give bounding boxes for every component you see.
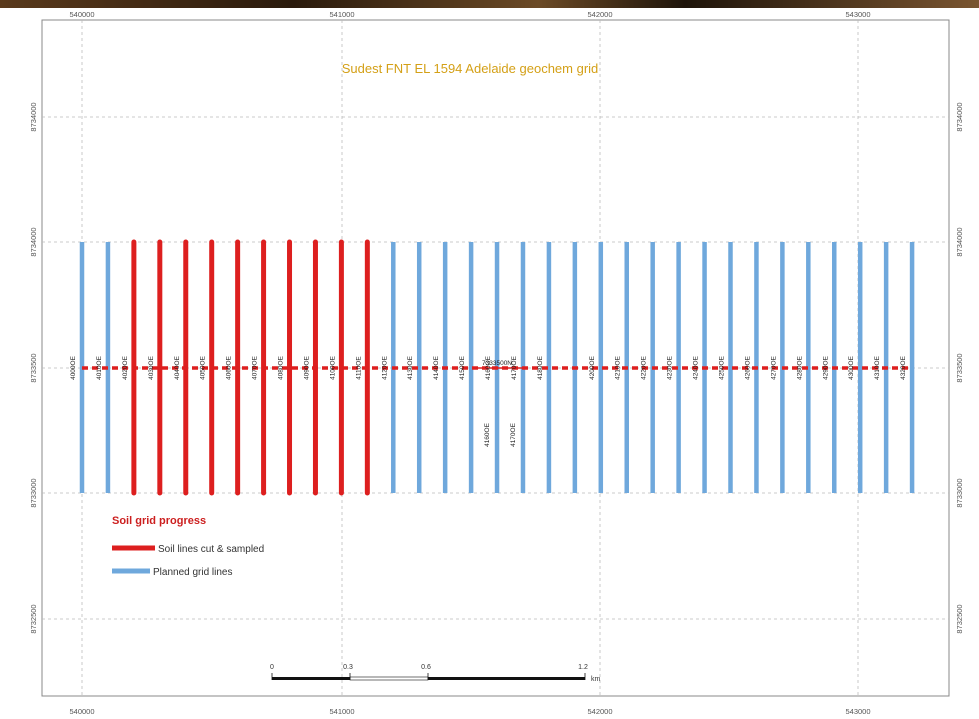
northing-left-5: 8732500 [29, 604, 38, 633]
grid-line-label-4050OE: 4050OE [200, 355, 207, 380]
northing-left-3: 8733500 [29, 353, 38, 382]
easting-top-1: 540000 [69, 10, 94, 19]
grid-line-label-4000OE: 4000OE [70, 355, 77, 380]
scale-bar: 0 0.3 0.6 1.2 km [270, 664, 600, 683]
grid-line-label-4300OE: 4300OE [848, 355, 855, 380]
baseline-label: 7333500N [482, 360, 512, 367]
grid-line-label-4200OE: 4200OE [589, 355, 596, 380]
grid-line-label-4090OE: 4090OE [303, 355, 310, 380]
legend-title: Soil grid progress [112, 515, 206, 527]
scale-label-2: 0.6 [421, 664, 431, 671]
grid-line-label-4220OE: 4220OE [641, 355, 648, 380]
grid-line-label-4150OE: 4150OE [459, 355, 466, 380]
grid-line-label-4030OE: 4030OE [148, 355, 155, 380]
grid-line-label-4130OE: 4130OE [407, 355, 414, 380]
northing-left-1: 8734000 [29, 102, 38, 131]
northing-left-2: 8734000 [29, 227, 38, 256]
northing-right-4: 8733000 [955, 478, 964, 507]
grid-line-label-4010OE: 4010OE [96, 355, 103, 380]
easting-bottom-1: 540000 [69, 707, 94, 716]
scale-unit: km [591, 676, 601, 683]
easting-bottom-3: 542000 [587, 707, 612, 716]
grid-lines-layer [79, 239, 915, 496]
grid-line-label-4100OE: 4100OE [329, 355, 336, 380]
easting-top-3: 542000 [587, 10, 612, 19]
scale-label-0: 0 [270, 664, 274, 671]
legend: Soil grid progress Soil lines cut & samp… [112, 515, 264, 578]
easting-top-4: 543000 [845, 10, 870, 19]
grid-line-label-4120OE: 4120OE [381, 355, 388, 380]
northing-right-3: 8733500 [955, 353, 964, 382]
grid-line-label-4170OE: 4170OE [511, 355, 518, 380]
grid-line-label-4040OE: 4040OE [174, 355, 181, 380]
grid-line-labels: 4000OE 4010OE 4020OE 4030OE 4040OE 4050OE 4060… [70, 355, 907, 380]
scale-label-3: 1.2 [578, 664, 588, 671]
grid-line-label-4210OE: 4210OE [615, 355, 622, 380]
grid-line-label-4070OE: 4070OE [252, 355, 259, 380]
scale-seg-2 [349, 676, 429, 681]
grid-line-label-4060OE: 4060OE [226, 355, 233, 380]
grid-line-label-4290OE: 4290OE [822, 355, 829, 380]
grid-line-label-4230OE: 4230OE [667, 355, 674, 380]
grid-line-label-4320OE: 4320OE [900, 355, 907, 380]
northing-right-5: 8732500 [955, 604, 964, 633]
scale-seg-3 [428, 677, 585, 680]
grid-line-label-4280OE: 4280OE [796, 355, 803, 380]
northing-right-2: 8734000 [955, 227, 964, 256]
grid-line-label-4020OE: 4020OE [122, 355, 129, 380]
grid-line-label-4180OE: 4180OE [537, 355, 544, 380]
below-label-1: 4160OE [484, 422, 491, 447]
northing-left-4: 8733000 [29, 478, 38, 507]
below-label-2: 4170OE [510, 422, 517, 447]
grid-line-label-4240OE: 4240OE [693, 355, 700, 380]
map-title: Sudest FNT EL 1594 Adelaide geochem grid [342, 61, 599, 76]
northing-right-1: 8734000 [955, 102, 964, 131]
grid-line-label-4140OE: 4140OE [433, 355, 440, 380]
easting-bottom-4: 543000 [845, 707, 870, 716]
grid-line-label-4110OE: 4110OE [355, 356, 362, 380]
grid-line-label-4260OE: 4260OE [744, 355, 751, 380]
scale-label-1: 0.3 [343, 664, 353, 671]
legend-label-planned: Planned grid lines [153, 567, 233, 578]
grid-line-label-4250OE: 4250OE [719, 355, 726, 380]
legend-label-sampled: Soil lines cut & sampled [158, 544, 264, 555]
scale-seg-1 [272, 677, 350, 680]
easting-bottom-2: 541000 [329, 707, 354, 716]
grid-line-label-4310OE: 4310OE [874, 355, 881, 380]
top-image-strip [0, 0, 979, 8]
grid-line-label-4160OE: 4160OE [485, 355, 492, 380]
grid-line-label-4080OE: 4080OE [278, 355, 285, 380]
grid-line-label-4270OE: 4270OE [770, 355, 777, 380]
easting-top-2: 541000 [329, 10, 354, 19]
